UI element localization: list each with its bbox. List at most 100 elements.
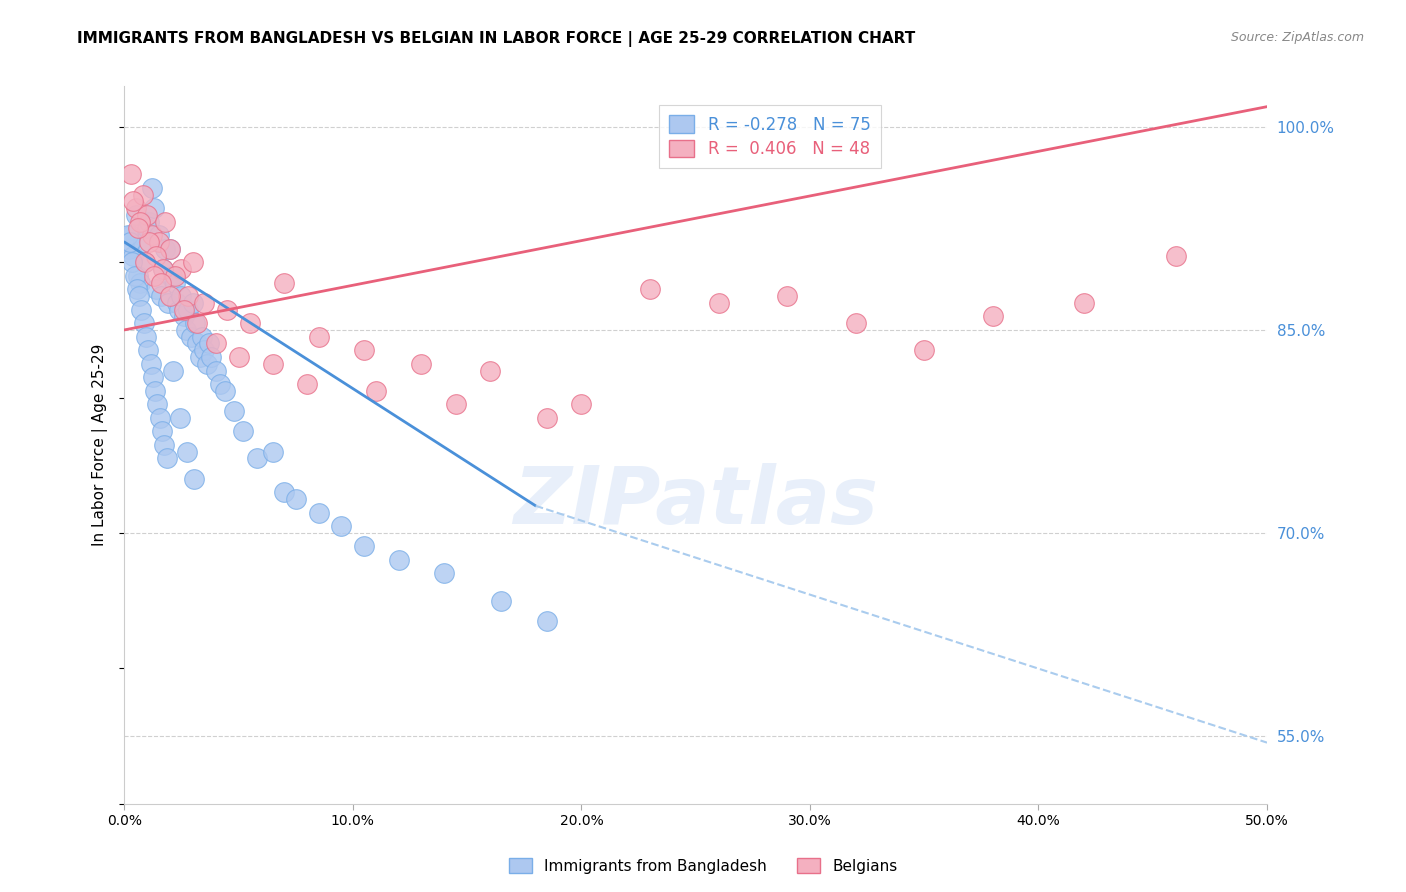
Point (138, 215, 160, 229)
Point (177, 289, 200, 303)
Point (129, 215, 152, 229)
Point (174, 323, 197, 337)
Point (262, 444, 284, 458)
Point (127, 268, 149, 283)
Text: IMMIGRANTS FROM BANGLADESH VS BELGIAN IN LABOR FORCE | AGE 25-29 CORRELATION CHA: IMMIGRANTS FROM BANGLADESH VS BELGIAN IN… (77, 31, 915, 47)
Point (193, 343, 215, 358)
Point (195, 357, 218, 371)
Point (204, 336, 226, 351)
Point (912, 343, 935, 358)
Point (159, 289, 181, 303)
Point (129, 276, 152, 290)
Point (125, 282, 148, 296)
Point (284, 491, 307, 506)
Point (118, 235, 141, 249)
Point (135, 329, 157, 343)
Point (162, 268, 184, 283)
Point (200, 350, 222, 364)
Point (155, 242, 177, 256)
Point (136, 208, 159, 222)
Point (444, 397, 467, 411)
Point (184, 316, 207, 330)
Point (177, 302, 200, 317)
Point (149, 410, 172, 425)
Point (571, 397, 593, 411)
Point (204, 363, 226, 377)
Point (217, 302, 239, 317)
Point (132, 316, 155, 330)
Point (186, 336, 208, 351)
Point (183, 472, 205, 486)
Point (152, 262, 174, 277)
Point (228, 350, 250, 364)
Y-axis label: In Labor Force | Age 25-29: In Labor Force | Age 25-29 (93, 343, 108, 546)
Point (387, 553, 409, 567)
Point (353, 343, 375, 358)
Point (131, 187, 153, 202)
Point (167, 302, 190, 317)
Point (239, 316, 262, 330)
Point (136, 343, 159, 358)
Point (141, 228, 163, 243)
Point (159, 242, 181, 256)
Point (308, 329, 330, 343)
Point (127, 221, 149, 235)
Point (308, 506, 330, 520)
Point (125, 201, 148, 215)
Point (981, 310, 1004, 324)
Point (170, 262, 193, 277)
Point (707, 296, 730, 310)
Point (198, 336, 221, 351)
Point (273, 485, 295, 500)
Point (181, 255, 204, 269)
Point (1164, 248, 1187, 262)
Point (121, 255, 143, 269)
Point (159, 242, 181, 256)
Point (155, 451, 177, 466)
Point (173, 310, 195, 324)
Point (191, 329, 214, 343)
Point (134, 255, 156, 269)
Point (145, 248, 167, 262)
Point (138, 235, 160, 249)
Point (330, 519, 353, 533)
Point (411, 357, 433, 371)
Point (125, 208, 148, 222)
Point (139, 357, 162, 371)
Point (536, 614, 558, 628)
Point (117, 228, 139, 243)
Legend: R = -0.278   N = 75, R =  0.406   N = 48: R = -0.278 N = 75, R = 0.406 N = 48 (659, 105, 880, 169)
Point (163, 276, 186, 290)
Point (145, 282, 167, 296)
Point (148, 235, 170, 249)
Point (181, 296, 204, 310)
Text: Source: ZipAtlas.com: Source: ZipAtlas.com (1230, 31, 1364, 45)
Point (153, 438, 176, 452)
Point (262, 357, 284, 371)
Point (433, 566, 456, 581)
Point (295, 377, 318, 392)
Point (776, 289, 799, 303)
Point (188, 350, 211, 364)
Point (536, 410, 558, 425)
Point (120, 167, 142, 181)
Point (364, 384, 387, 398)
Point (150, 425, 173, 439)
Point (122, 248, 145, 262)
Point (638, 282, 661, 296)
Point (134, 255, 156, 269)
Point (232, 425, 254, 439)
Point (152, 262, 174, 277)
Point (120, 228, 142, 243)
Point (136, 221, 159, 235)
Point (156, 296, 179, 310)
Point (163, 268, 186, 283)
Point (143, 384, 166, 398)
Point (170, 289, 193, 303)
Point (143, 201, 166, 215)
Point (142, 370, 165, 384)
Point (128, 289, 150, 303)
Point (149, 289, 172, 303)
Point (149, 276, 172, 290)
Point (122, 194, 145, 209)
